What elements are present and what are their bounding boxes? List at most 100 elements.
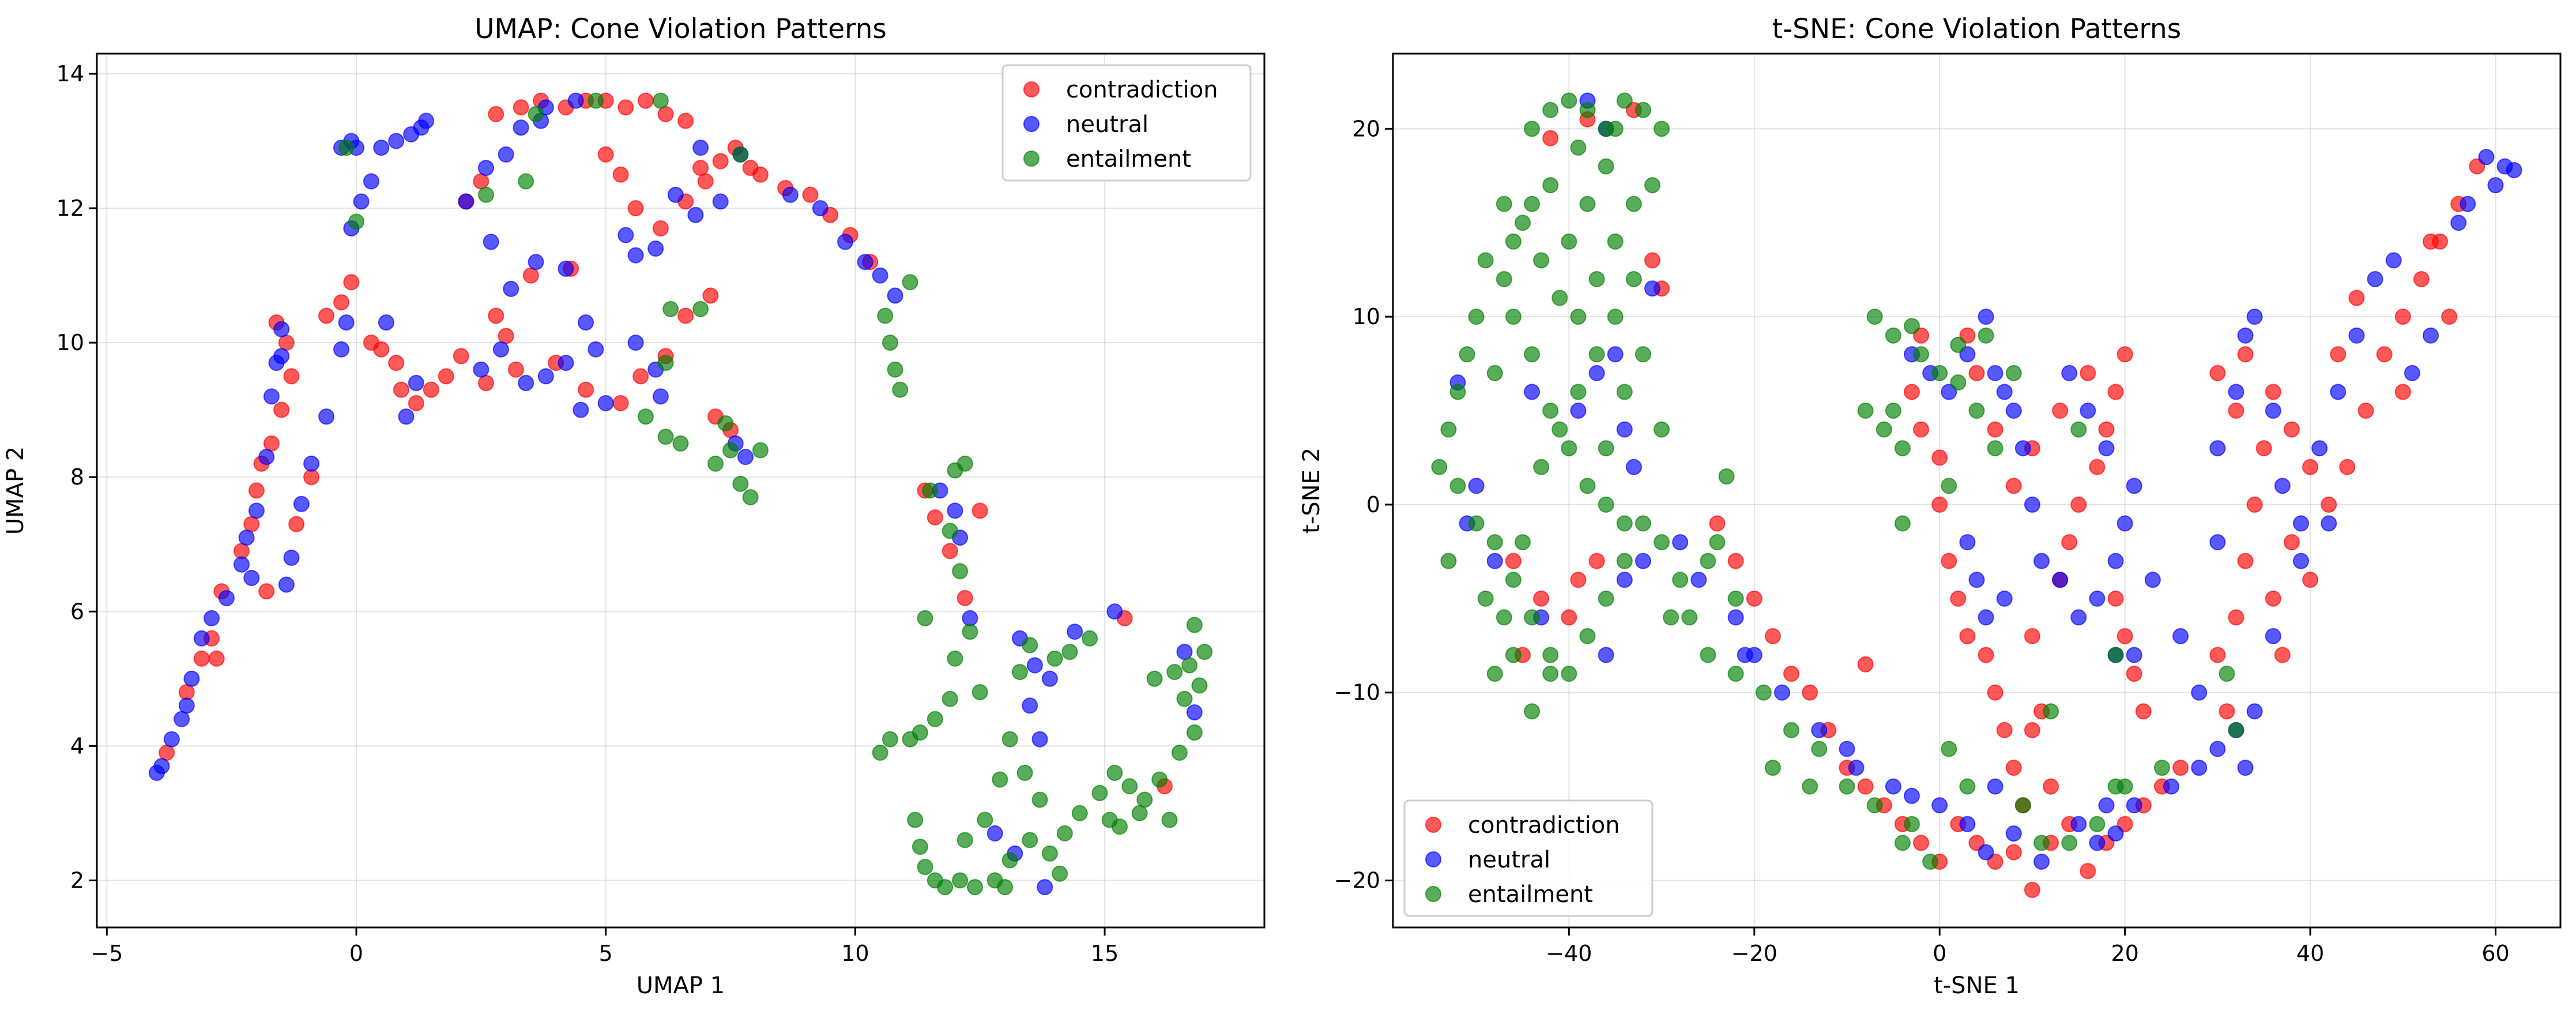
tsne-point-neutral <box>2061 365 2078 381</box>
tsne-point-neutral <box>1978 609 1994 626</box>
tsne-point-neutral <box>2209 534 2226 551</box>
tsne-point-neutral <box>2005 403 2022 419</box>
umap-plot-frame <box>96 52 1266 929</box>
umap-point-entailment <box>1071 805 1088 821</box>
tsne-point-entailment <box>1941 741 1957 757</box>
umap-point-entailment <box>1016 764 1033 781</box>
tsne-x-tick: −20 <box>1731 927 1777 966</box>
tsne-point-entailment <box>1839 778 1855 795</box>
umap-point-contradiction <box>473 173 489 190</box>
umap-point-neutral <box>473 361 489 378</box>
tsne-point-contradiction <box>1783 666 1800 682</box>
tsne-point-contradiction <box>2441 309 2458 325</box>
umap-point-entailment <box>717 415 734 431</box>
umap-point-entailment <box>877 307 894 324</box>
umap-x-tick: 15 <box>1091 927 1118 966</box>
umap-y-tick: 14 <box>57 61 97 87</box>
tsne-point-neutral <box>1570 403 1587 419</box>
umap-point-neutral <box>567 92 584 109</box>
umap-point-neutral <box>183 670 200 687</box>
umap-point-neutral <box>687 206 704 223</box>
tsne-point-entailment <box>1700 647 1716 663</box>
tsne-point-neutral <box>2107 553 2124 569</box>
tsne-point-contradiction <box>2080 365 2096 381</box>
tsne-point-entailment <box>2089 816 2106 832</box>
tsne-point-neutral <box>1996 384 2013 400</box>
tsne-point-neutral <box>1468 478 1485 494</box>
tsne-point-contradiction <box>2394 384 2411 400</box>
tsne-point-neutral <box>2080 403 2096 419</box>
umap-point-contradiction <box>617 99 634 116</box>
tsne-point-contradiction <box>2043 778 2059 795</box>
tsne-point-neutral <box>2487 177 2504 194</box>
tsne-point-neutral <box>2144 572 2161 588</box>
tsne-point-entailment <box>2070 421 2087 438</box>
tsne-point-entailment <box>1496 271 1512 287</box>
tsne-point-entailment <box>2153 760 2170 776</box>
tsne-point-entailment <box>1959 778 1976 795</box>
tsne-point-neutral <box>2014 440 2031 457</box>
tsne-point-contradiction <box>1987 421 2003 438</box>
umap-point-entailment <box>1181 657 1198 674</box>
umap-point-neutral <box>667 186 684 203</box>
umap-point-entailment <box>1151 771 1168 788</box>
umap-point-neutral <box>1037 879 1053 896</box>
tsne-point-entailment <box>1866 309 1883 325</box>
tsne-point-neutral <box>2330 384 2347 400</box>
umap-point-contradiction <box>208 650 225 667</box>
tsne-point-entailment <box>1764 760 1781 776</box>
tsne-point-contradiction <box>2116 346 2133 363</box>
umap-point-contradiction <box>408 395 424 411</box>
umap-y-tick: 4 <box>70 733 97 758</box>
tsne-point-entailment <box>1885 403 1901 419</box>
tsne-point-neutral <box>2209 440 2226 457</box>
umap-point-contradiction <box>697 173 714 190</box>
umap-point-contradiction <box>393 381 409 398</box>
tsne-point-contradiction <box>2321 496 2337 513</box>
tsne-point-neutral <box>2089 590 2106 607</box>
umap-point-contradiction <box>956 589 973 606</box>
tsne-legend-label-contradiction: contradiction <box>1468 812 1620 839</box>
umap-point-neutral <box>233 556 250 573</box>
tsne-point-entailment <box>1894 515 1911 532</box>
tsne-x-tick-label: 0 <box>1933 941 1946 966</box>
tsne-point-entailment <box>1486 534 1503 551</box>
tsne-point-contradiction <box>2246 496 2263 513</box>
umap-point-neutral <box>483 234 499 250</box>
umap-point-neutral <box>597 395 614 411</box>
tsne-point-contradiction <box>1931 496 1948 513</box>
umap-point-entailment <box>1176 690 1193 707</box>
umap-point-neutral <box>558 355 574 371</box>
umap-x-tick: 5 <box>599 927 613 966</box>
umap-point-contradiction <box>388 355 405 371</box>
tsne-point-contradiction <box>2265 590 2281 607</box>
umap-point-contradiction <box>248 482 265 499</box>
umap-point-neutral <box>1022 697 1038 714</box>
tsne-point-neutral <box>2098 440 2115 457</box>
umap-point-contradiction <box>263 435 280 452</box>
umap-point-neutral <box>163 731 180 747</box>
tsne-point-contradiction <box>2061 534 2078 551</box>
tsne-plot-frame <box>1392 52 2562 929</box>
umap-point-entailment <box>652 92 669 109</box>
tsne-point-contradiction <box>2413 271 2430 287</box>
umap-point-neutral <box>837 234 854 250</box>
tsne-point-entailment <box>1811 741 1828 757</box>
umap-point-contradiction <box>927 509 943 526</box>
umap-y-tick: 10 <box>57 330 97 355</box>
umap-point-entailment <box>952 872 969 889</box>
umap-legend-marker-contradiction <box>1023 81 1040 97</box>
umap-point-neutral <box>782 186 799 203</box>
umap-series-neutral <box>148 92 1203 896</box>
tsne-point-entailment <box>1524 196 1541 212</box>
umap-point-neutral <box>174 711 190 727</box>
tsne-point-contradiction <box>2357 403 2374 419</box>
umap-point-entailment <box>742 489 759 506</box>
tsne-y-tick-label: −10 <box>1334 680 1380 705</box>
umap-point-entailment <box>977 812 993 828</box>
umap-point-neutral <box>652 388 669 405</box>
tsne-point-entailment <box>1551 290 1568 306</box>
tsne-point-entailment <box>1505 572 1522 588</box>
umap-point-entailment <box>956 832 973 848</box>
tsne-point-entailment <box>1570 309 1587 325</box>
